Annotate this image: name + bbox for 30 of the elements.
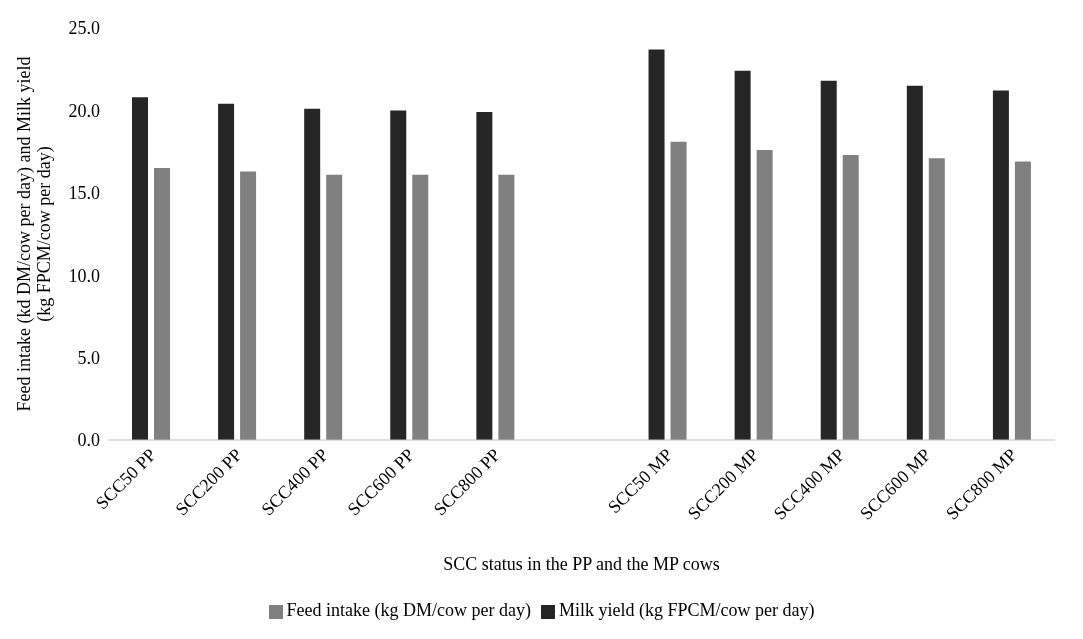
bar (648, 49, 665, 440)
bar (1014, 161, 1031, 440)
y-tick-label: 5.0 (77, 347, 100, 368)
bar (390, 110, 407, 440)
bar (820, 80, 837, 440)
bar (756, 149, 773, 440)
bar (670, 141, 687, 440)
bar (132, 97, 148, 440)
y-axis-title: Feed intake (kd DM/cow per day) and Milk yield (kg FPCM/cow per day) (14, 56, 55, 412)
x-axis-title: SCC status in the PP and the MP cows (443, 554, 720, 574)
y-tick-label: 25.0 (68, 18, 100, 39)
bar (218, 103, 235, 440)
bar (734, 70, 751, 440)
y-tick-label: 0.0 (77, 430, 100, 451)
legend-label: Feed intake (kg DM/cow per day) (286, 600, 531, 620)
bar (240, 171, 257, 440)
bar (498, 174, 515, 440)
bar (326, 174, 343, 440)
bar (304, 108, 321, 440)
bar (906, 85, 923, 440)
bar (928, 158, 945, 440)
bar (154, 168, 170, 440)
y-tick-label: 10.0 (68, 265, 100, 286)
bar (842, 154, 859, 440)
y-tick-label: 15.0 (68, 183, 100, 204)
y-tick-label: 20.0 (68, 100, 100, 121)
bar (412, 174, 429, 440)
bar (476, 112, 493, 440)
legend-label: Milk yield (kg FPCM/cow per day) (558, 600, 815, 620)
bar (992, 90, 1009, 440)
